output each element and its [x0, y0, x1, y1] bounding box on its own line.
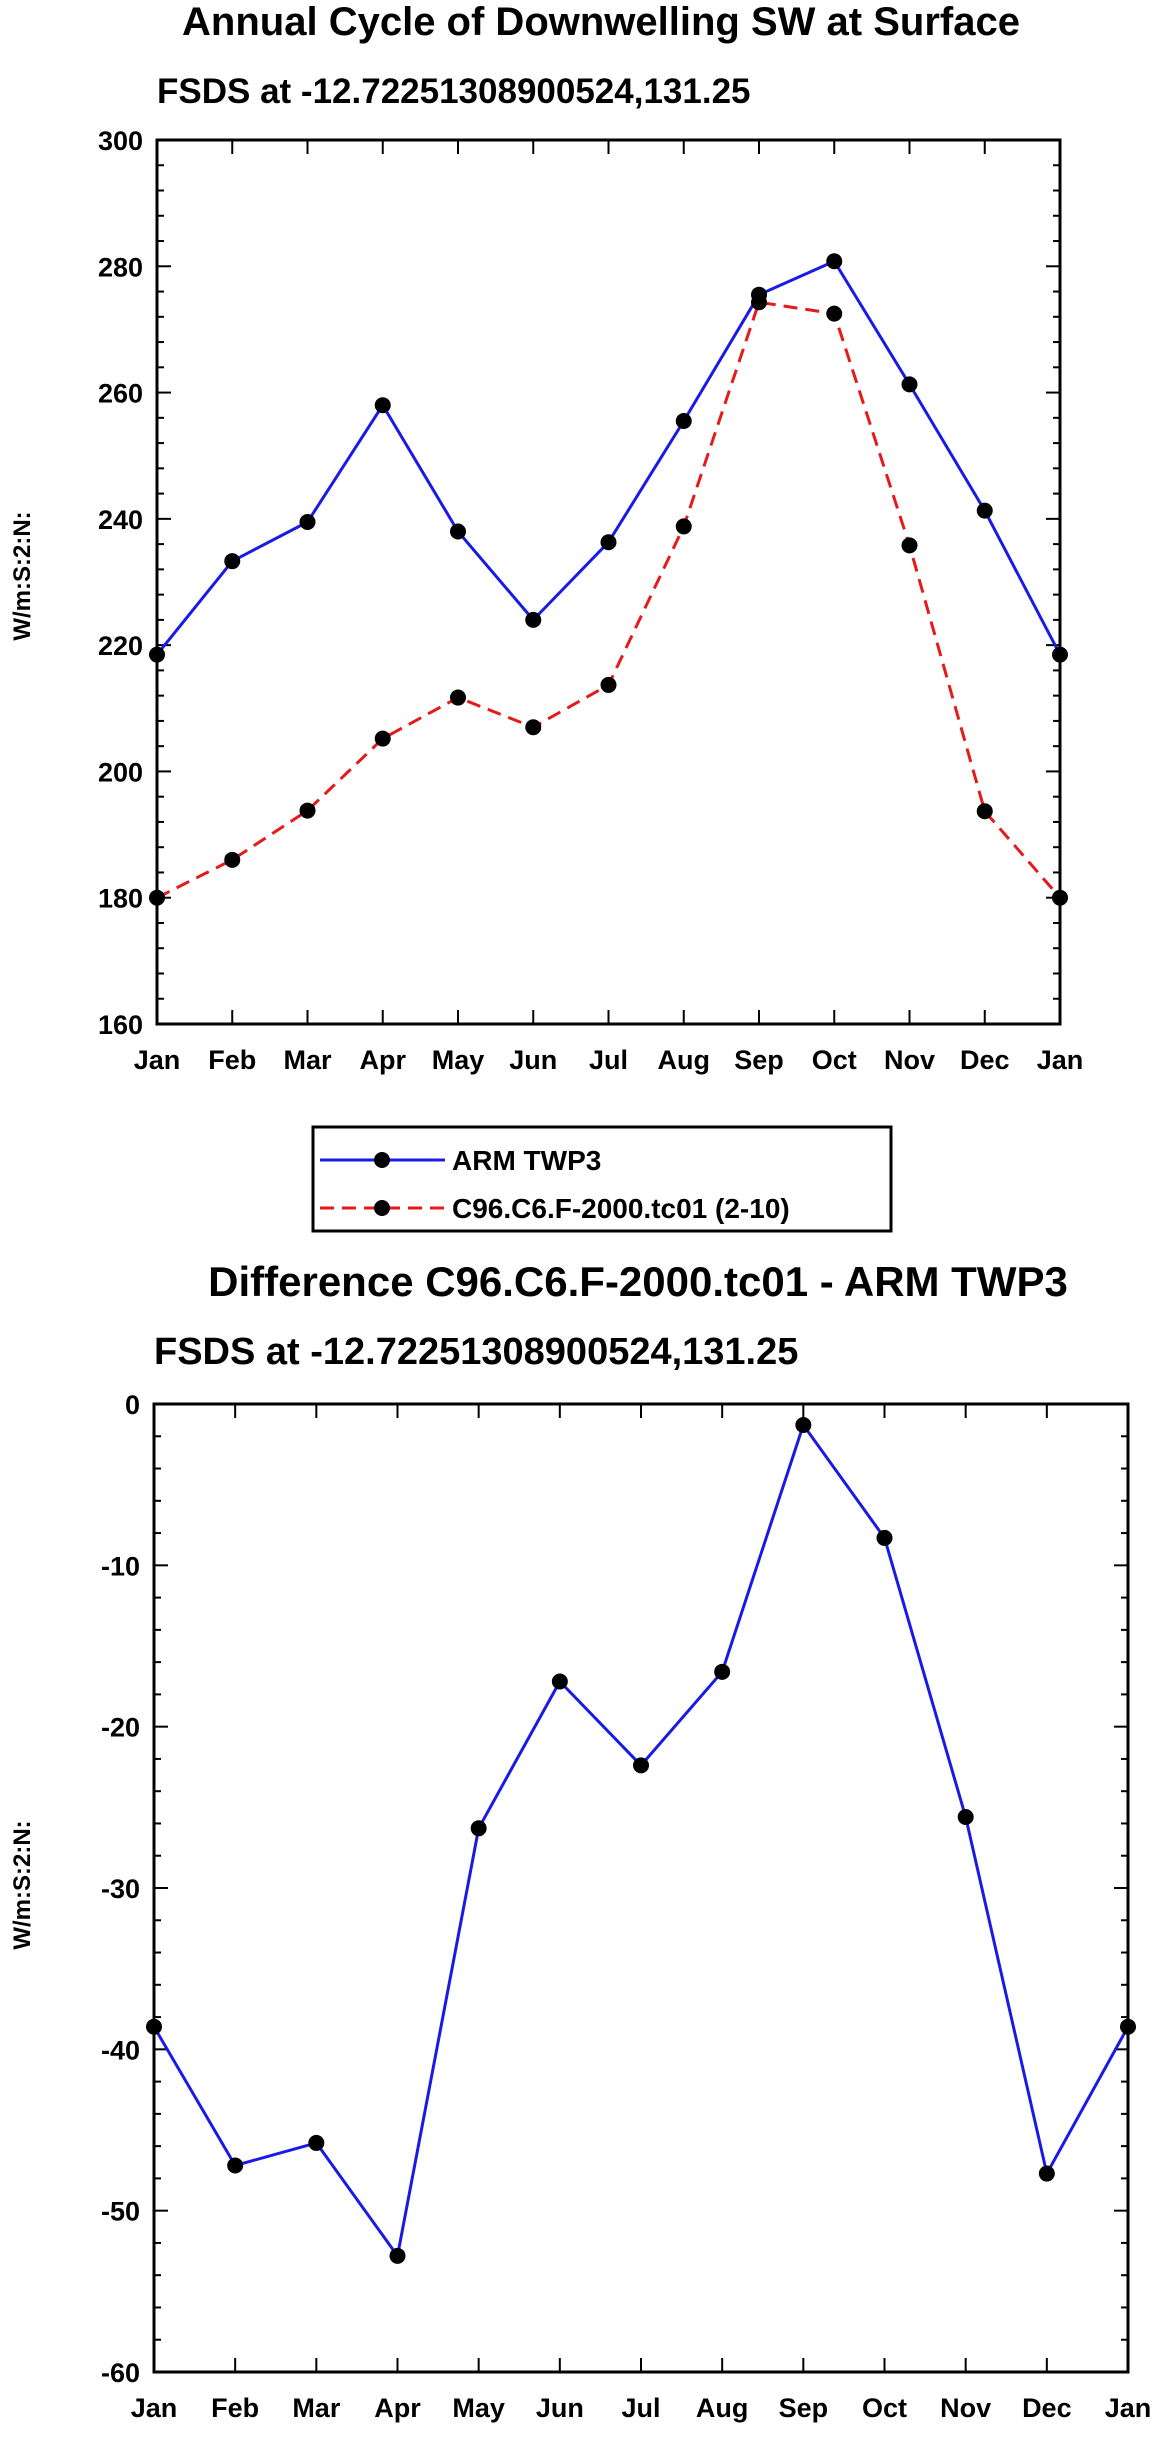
chart1-data-point: [600, 534, 617, 551]
chart1-data-point: [976, 803, 993, 820]
chart2-ylabel: W/m:S:2:N:: [9, 1820, 36, 1949]
chart2-ytick-label: 0: [125, 1390, 140, 1420]
chart2-xtick-label: Sep: [779, 2393, 829, 2423]
chart2-xtick-label: Feb: [211, 2393, 259, 2423]
chart1-data-point: [525, 719, 542, 736]
chart1-xtick-label: Apr: [360, 1045, 407, 1075]
chart1-ytick-label: 300: [98, 126, 143, 156]
chart1-data-point: [224, 851, 241, 868]
legend-marker-arm: [374, 1152, 390, 1168]
chart2-xtick-label: May: [452, 2393, 505, 2423]
chart1-data-point: [525, 611, 542, 628]
chart1-xtick-label: Nov: [884, 1045, 935, 1075]
chart1-ytick-label: 200: [98, 757, 143, 787]
chart1-xtick-label: Aug: [658, 1045, 710, 1075]
chart2-title: Difference C96.C6.F-2000.tc01 - ARM TWP3: [208, 1258, 1068, 1305]
chart1-data-point: [826, 253, 843, 270]
chart1-xtick-label: Feb: [208, 1045, 256, 1075]
chart1-data-point: [224, 553, 241, 570]
chart1-data-point: [600, 676, 617, 693]
chart1-ytick-label: 220: [98, 631, 143, 661]
chart1-title: Annual Cycle of Downwelling SW at Surfac…: [182, 0, 1020, 44]
legend-box: [311, 1125, 893, 1233]
chart1-data-point: [675, 518, 692, 535]
legend-label-model: C96.C6.F-2000.tc01 (2-10): [452, 1193, 790, 1224]
chart1-series-line-1: [156, 300, 1062, 900]
chart1-data-point: [450, 523, 466, 540]
chart1-data-point: [826, 305, 843, 322]
chart1-subtitle: FSDS at -12.72251308900524,131.25: [157, 72, 751, 111]
chart2-data-point: [470, 1820, 487, 1837]
chart2-xtick-label: Nov: [940, 2393, 991, 2423]
chart2-xtick-label: Oct: [862, 2393, 907, 2423]
chart2-ytick-label: -50: [101, 2197, 140, 2227]
chart2-ytick-label: -60: [101, 2358, 140, 2388]
chart1-series-line-0: [155, 259, 1062, 656]
chart2-data-point: [795, 1416, 812, 1433]
chart2-series-line-0: [152, 1423, 1130, 2258]
chart1-data-point: [299, 802, 316, 819]
chart1-data-point: [901, 537, 918, 554]
chart2-data-point: [227, 2157, 244, 2174]
chart2-xtick-label: Jun: [536, 2393, 584, 2423]
chart1-xtick-label: Jan: [134, 1045, 181, 1075]
chart2-data-point: [551, 1673, 568, 1690]
chart2-xtick-label: Aug: [696, 2393, 748, 2423]
chart2-xtick-label: Mar: [292, 2393, 341, 2423]
chart2-xtick-label: Jan: [1105, 2393, 1152, 2423]
chart2-ytick-label: -30: [101, 1874, 140, 1904]
chart1-ytick-label: 240: [98, 505, 143, 535]
chart1-plot-area: 160 180 200 220 240 260 280 300 Jan Feb Mar Apr May J…: [98, 126, 1083, 1075]
chart2-data-point: [1038, 2165, 1055, 2182]
chart1-data-point: [374, 730, 391, 747]
legend-marker-model: [374, 1200, 390, 1216]
chart1-xtick-label: Mar: [283, 1045, 332, 1075]
chart1-data-point: [299, 514, 316, 531]
chart2-plot-area: -60 -50 -40 -30 -20 -10 0 Jan Feb Mar Apr May Jun Jul…: [101, 1390, 1151, 2423]
chart1-ytick-label: 160: [98, 1010, 143, 1040]
chart2-data-point: [876, 1529, 893, 1546]
chart2-xtick-label: Jul: [621, 2393, 660, 2423]
chart1-ytick-label: 280: [98, 252, 143, 282]
chart2-frame: [152, 1402, 1130, 2374]
legend-label-arm: ARM TWP3: [452, 1145, 601, 1176]
chart1-legend: ARM TWP3 C96.C6.F-2000.tc01 (2-10): [311, 1125, 893, 1233]
chart2-subtitle: FSDS at -12.72251308900524,131.25: [154, 1331, 798, 1373]
chart1-xtick-label: Jan: [1037, 1045, 1084, 1075]
chart2-data-point: [389, 2247, 406, 2264]
chart2-xtick-label: Apr: [374, 2393, 421, 2423]
chart1-data-point: [751, 294, 767, 311]
chart2-ytick-label: -20: [101, 1713, 140, 1743]
chart1-data-point: [374, 397, 391, 414]
chart1-xtick-label: Oct: [812, 1045, 857, 1075]
chart1-xtick-label: Jun: [509, 1045, 557, 1075]
chart2-ytick-label: -10: [101, 1551, 140, 1581]
chart1-data-point: [901, 376, 918, 393]
chart1-data-point: [450, 689, 466, 706]
chart2-data-point: [633, 1757, 649, 1774]
chart1-xtick-label: May: [432, 1045, 485, 1075]
chart1-xtick-label: Jul: [589, 1045, 628, 1075]
chart1-data-point: [675, 412, 692, 429]
chart2-data-point: [957, 1809, 974, 1826]
chart1-xtick-label: Dec: [960, 1045, 1010, 1075]
chart2-data-point: [308, 2134, 325, 2151]
chart2-xtick-label: Dec: [1022, 2393, 1072, 2423]
chart2-ytick-label: -40: [101, 2035, 140, 2065]
chart1-ytick-label: 260: [98, 379, 143, 409]
chart1-ytick-label: 180: [98, 884, 143, 914]
chart1-frame: [155, 138, 1062, 1026]
chart1-xtick-label: Sep: [734, 1045, 784, 1075]
chart2-data-point: [714, 1663, 731, 1680]
chart1-data-point: [976, 502, 993, 519]
chart2-xtick-label: Jan: [131, 2393, 178, 2423]
chart1-ylabel: W/m:S:2:N:: [9, 511, 36, 640]
